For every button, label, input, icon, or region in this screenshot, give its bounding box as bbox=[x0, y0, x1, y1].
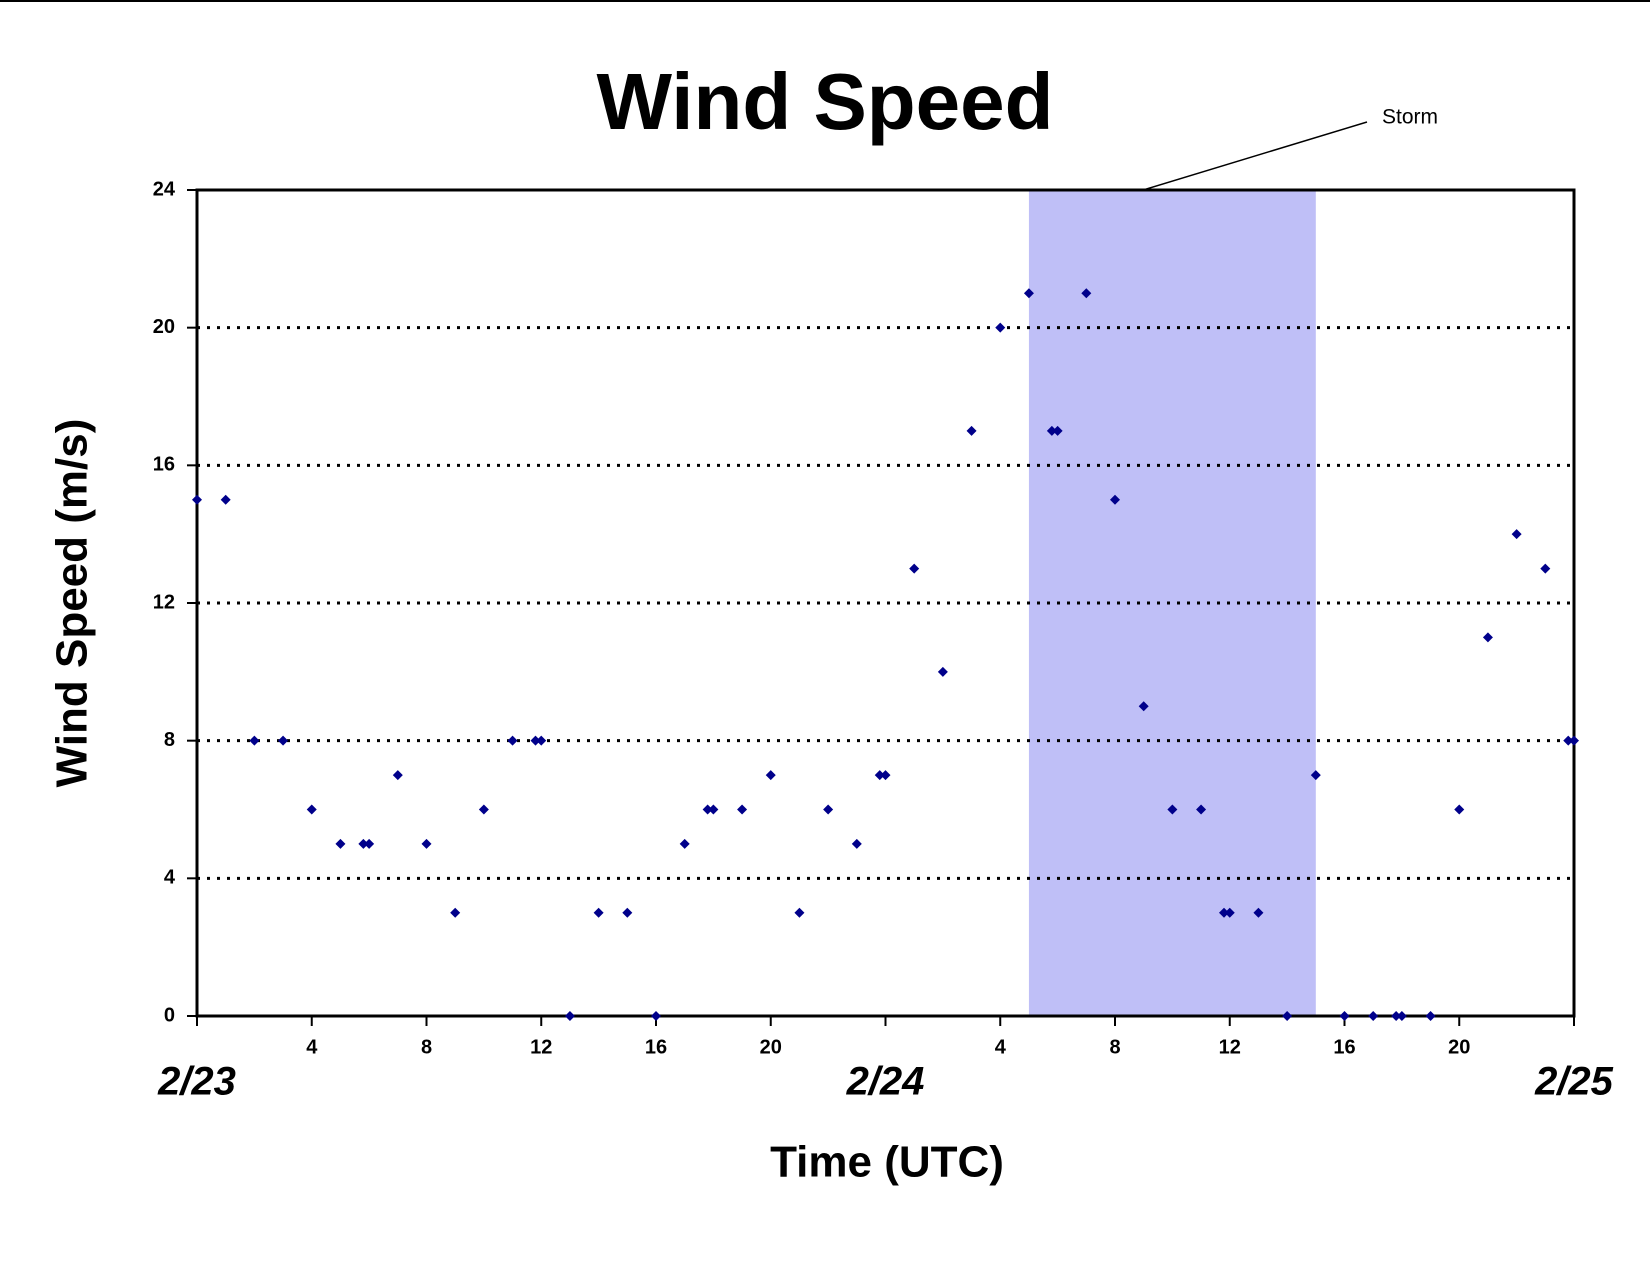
data-point bbox=[679, 838, 690, 849]
data-point bbox=[737, 804, 748, 815]
data-point bbox=[1138, 701, 1149, 712]
storm-label: Storm bbox=[1382, 106, 1438, 129]
x-date-label: 2/23 bbox=[157, 1060, 236, 1104]
data-point bbox=[1282, 1011, 1293, 1021]
storm-leader bbox=[1142, 121, 1368, 191]
chart-title: Wind Speed bbox=[596, 57, 1053, 146]
y-tick-label: 8 bbox=[164, 729, 175, 751]
data-point bbox=[1569, 735, 1579, 746]
data-point bbox=[765, 770, 776, 781]
data-point bbox=[874, 770, 885, 781]
y-tick-label: 16 bbox=[153, 454, 175, 476]
x-date-label: 2/24 bbox=[846, 1060, 925, 1104]
data-point bbox=[1224, 907, 1235, 918]
data-point bbox=[306, 804, 317, 815]
data-point bbox=[1310, 770, 1321, 781]
data-point bbox=[1219, 907, 1230, 918]
data-point bbox=[708, 804, 719, 815]
data-point bbox=[622, 907, 633, 918]
data-point bbox=[1253, 907, 1264, 918]
data-point bbox=[1563, 735, 1574, 746]
x-tick-label: 8 bbox=[1109, 1036, 1120, 1058]
data-point bbox=[220, 494, 231, 505]
data-point bbox=[1368, 1011, 1379, 1021]
data-point bbox=[995, 322, 1006, 333]
data-point bbox=[651, 1011, 661, 1021]
x-tick-label: 12 bbox=[530, 1036, 552, 1058]
y-tick-label: 4 bbox=[164, 867, 176, 889]
x-tick-label: 20 bbox=[760, 1036, 782, 1058]
x-tick-label: 16 bbox=[1333, 1036, 1355, 1058]
data-point bbox=[421, 838, 432, 849]
data-point bbox=[530, 735, 541, 746]
data-point bbox=[1511, 529, 1522, 540]
storm-band bbox=[1028, 190, 1316, 1016]
data-point bbox=[1167, 804, 1178, 815]
data-point bbox=[1454, 804, 1465, 815]
data-point bbox=[392, 770, 403, 781]
data-point bbox=[937, 666, 948, 677]
data-point bbox=[593, 907, 604, 918]
x-tick-label: 12 bbox=[1219, 1036, 1241, 1058]
data-point bbox=[823, 804, 834, 815]
data-point bbox=[1052, 425, 1063, 436]
data-point bbox=[1046, 425, 1057, 436]
data-point bbox=[1391, 1011, 1402, 1021]
data-point bbox=[507, 735, 518, 746]
data-point bbox=[1196, 804, 1207, 815]
x-tick-label: 20 bbox=[1448, 1036, 1470, 1058]
plot-frame bbox=[195, 188, 1576, 1018]
data-point bbox=[1425, 1011, 1436, 1021]
data-point bbox=[1081, 288, 1092, 299]
y-axis-title: Wind Speed (m/s) bbox=[48, 419, 97, 788]
data-point bbox=[564, 1011, 575, 1021]
data-point bbox=[358, 838, 369, 849]
data-point bbox=[278, 735, 289, 746]
data-point bbox=[851, 838, 862, 849]
x-tick-label: 16 bbox=[645, 1036, 667, 1058]
data-point bbox=[364, 838, 375, 849]
data-point bbox=[1540, 563, 1551, 574]
x-tick-label: 4 bbox=[306, 1036, 318, 1058]
data-point bbox=[966, 425, 977, 436]
data-point bbox=[450, 907, 461, 918]
y-tick-label: 0 bbox=[164, 1004, 175, 1026]
y-tick-label: 24 bbox=[153, 178, 176, 200]
data-point bbox=[335, 838, 346, 849]
x-tick-label: 8 bbox=[421, 1036, 432, 1058]
data-point bbox=[478, 804, 489, 815]
x-tick-label: 4 bbox=[995, 1036, 1007, 1058]
data-point bbox=[880, 770, 891, 781]
data-point bbox=[1482, 632, 1493, 643]
data-point bbox=[192, 494, 202, 505]
x-date-label: 2/25 bbox=[1534, 1060, 1614, 1104]
data-point bbox=[702, 804, 713, 815]
data-point bbox=[794, 907, 805, 918]
data-point bbox=[249, 735, 260, 746]
data-point bbox=[1396, 1011, 1407, 1021]
data-point bbox=[909, 563, 920, 574]
data-point bbox=[1023, 288, 1034, 299]
y-tick-label: 20 bbox=[153, 316, 175, 338]
data-point bbox=[1339, 1011, 1350, 1021]
x-axis-title: Time (UTC) bbox=[770, 1138, 1004, 1187]
data-point bbox=[536, 735, 547, 746]
data-point bbox=[1110, 494, 1120, 505]
y-tick-label: 12 bbox=[153, 591, 175, 613]
